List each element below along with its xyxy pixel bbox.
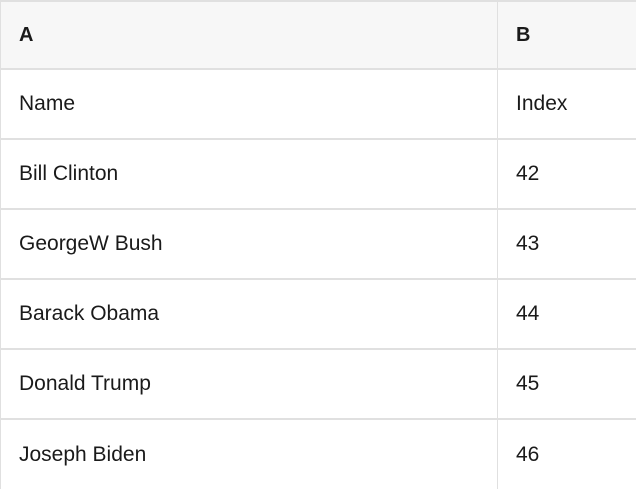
table-row: Donald Trump 45 [0, 349, 636, 420]
table-row: Name Index [0, 69, 636, 140]
cell-A6[interactable]: Joseph Biden [0, 419, 498, 489]
table-row: Joseph Biden 46 [0, 419, 636, 489]
column-header-row: A B [0, 1, 636, 70]
table-row: Bill Clinton 42 [0, 139, 636, 210]
cell-A4[interactable]: Barack Obama [0, 279, 498, 350]
cell-B3[interactable]: 43 [497, 209, 636, 280]
cell-B6[interactable]: 46 [516, 442, 540, 466]
cell-B5[interactable]: 45 [497, 349, 636, 420]
column-header-a[interactable]: A [0, 1, 498, 70]
cell-B1[interactable]: Index [497, 69, 636, 140]
table-body: Name Index Bill Clinton 42 GeorgeW Bush 43 Bar… [0, 69, 636, 489]
column-header-b[interactable]: B [497, 1, 636, 70]
cell-A3[interactable]: GeorgeW Bush [0, 209, 498, 280]
cell-A1[interactable]: Name [0, 69, 498, 140]
cell-A5[interactable]: Donald Trump [0, 349, 498, 420]
cell-A2[interactable]: Bill Clinton [0, 139, 498, 210]
table-row: Barack Obama 44 [0, 279, 636, 350]
cell-B2[interactable]: 42 [497, 139, 636, 210]
cell-B4[interactable]: 44 [497, 279, 636, 350]
table-row: GeorgeW Bush 43 [0, 209, 636, 280]
